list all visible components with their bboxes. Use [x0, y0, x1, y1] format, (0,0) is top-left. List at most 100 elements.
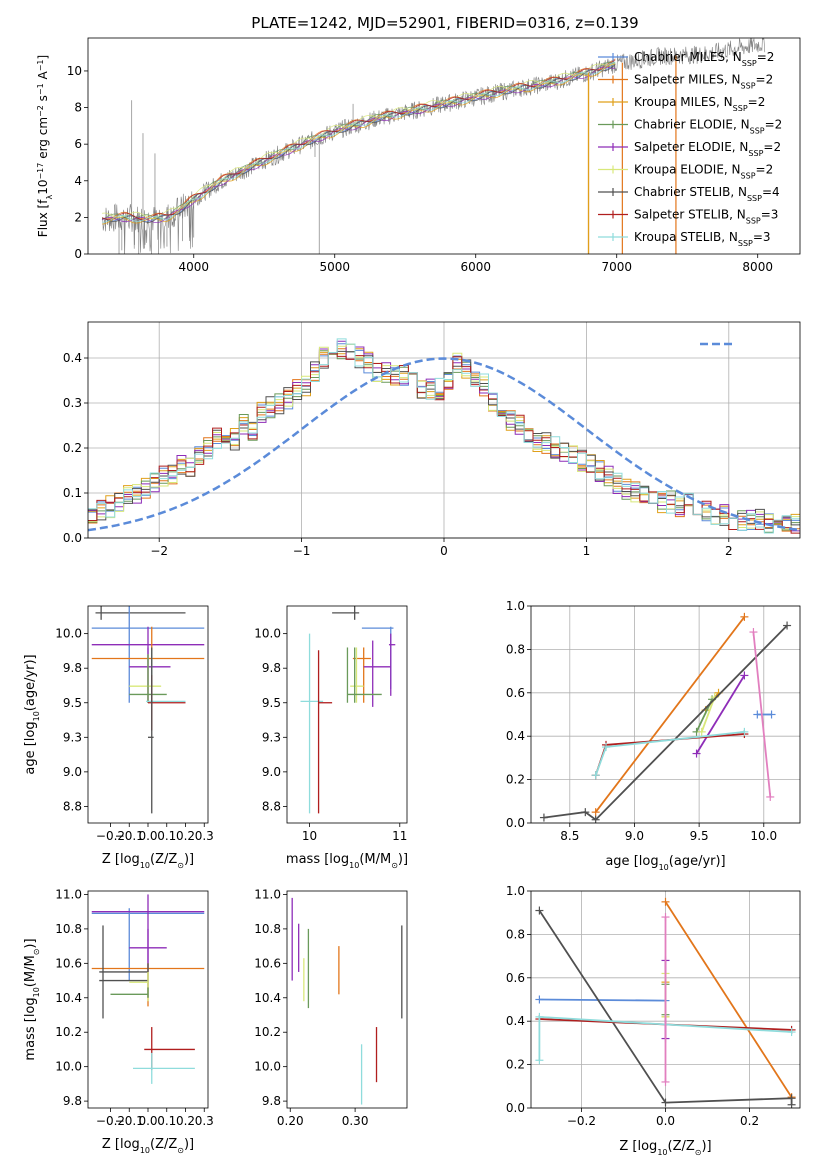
- age-mass-plot-area: [300, 606, 396, 814]
- gaussian-curve: [88, 357, 800, 532]
- mass-ebv-ytick-label: 10.8: [254, 922, 281, 936]
- weight-z-point: [661, 1098, 670, 1107]
- legend-label-part: =2: [756, 163, 774, 177]
- mass-ebv-ytick-label: 10.4: [254, 991, 281, 1005]
- mass-z-ylabel-part: mass [log: [23, 997, 38, 1060]
- legend-label: Chabrier ELODIE, NSSP=2: [634, 118, 782, 136]
- mass-ebv-panel: 0.20 0.30 9.8 10.0 10.2 10.4 10.6 10.8 11.0: [254, 887, 408, 1128]
- age-mass-ytick-label: 9.5: [262, 696, 281, 710]
- age-mass-errorbar: [361, 626, 394, 689]
- weight-z-xtick-label: 0.2: [740, 1114, 759, 1128]
- mass-z-ytick-label: 11.0: [55, 887, 82, 901]
- legend-label: Kroupa STELIB, NSSP=3: [634, 230, 771, 248]
- weight-z-ytick-label: 0.4: [506, 1014, 525, 1028]
- hist-ytick-label: 0.3: [63, 396, 82, 410]
- weight-z-xlabel-part: ⊙: [695, 1148, 702, 1157]
- weight-age-point: [697, 727, 706, 736]
- weight-age-point: [591, 815, 600, 823]
- weight-age-xtick-label: 8.5: [560, 829, 579, 843]
- mass-z-errorbar: [110, 987, 149, 998]
- weight-age-point: [740, 612, 749, 621]
- hist-step-line: [88, 350, 800, 529]
- age-mass-errorbar: [363, 640, 391, 707]
- mass-z-ytick-label: 10.0: [55, 1060, 82, 1074]
- age-mass-xlabel-part: mass [log: [286, 852, 349, 867]
- figure-title: PLATE=1242, MJD=52901, FIBERID=0316, z=0…: [251, 14, 638, 32]
- age-mass-ytick-label: 9.3: [262, 730, 281, 744]
- age-z-ytick-label: 10.0: [55, 627, 82, 641]
- weight-z-series-line: [664, 901, 793, 1098]
- weight-age-xtick-label: 9.0: [625, 829, 644, 843]
- mass-z-ylabel-part: (M/M: [23, 955, 38, 987]
- age-z-errorbar: [95, 606, 186, 620]
- hist-step-line: [88, 338, 800, 534]
- mass-z-xtick-label: 0.1: [157, 1114, 176, 1128]
- weight-age-panel: 8.5 9.0 9.5 10.0 0.0 0.2 0.4 0.6 0.8 1.0 age [log1…: [506, 599, 801, 872]
- age-mass-ytick-label: 8.8: [262, 799, 281, 813]
- weight-age-point: [740, 727, 749, 736]
- weight-age-series-line: [700, 696, 716, 733]
- weight-age-xlabel-part: (age/yr)]: [669, 854, 726, 869]
- age-z-ylabel-part: 10: [32, 711, 41, 721]
- weight-age-xlabel: age [log10(age/yr)]: [605, 854, 725, 872]
- age-mass-xlabel-part: (M/M: [359, 852, 391, 867]
- age-mass-errorbar: [350, 647, 364, 703]
- age-mass-errorbar: [300, 633, 324, 814]
- age-z-xtick-label: 0.2: [176, 829, 195, 843]
- weight-age-series-line: [752, 631, 772, 798]
- mass-z-errorbar: [99, 925, 148, 1019]
- mass-z-ylabel: mass [log10(M/M⊙)]: [23, 938, 41, 1060]
- mass-z-errorbar: [133, 1052, 195, 1084]
- legend-label-part: =2: [757, 50, 775, 64]
- weight-age-series-line: [594, 731, 745, 776]
- age-z-errorbar: [148, 675, 186, 731]
- weight-age-xtick-label: 10.0: [750, 829, 777, 843]
- weight-z-ytick-label: 0.2: [506, 1058, 525, 1072]
- age-z-ylabel: age [log10(age/yr)]: [23, 654, 41, 774]
- age-z-xlabel: Z [log10(Z/Z⊙)]: [102, 852, 194, 870]
- spectrum-model-line: [102, 61, 616, 223]
- weight-z-ytick-label: 1.0: [506, 884, 525, 898]
- spectrum-xtick-label: 5000: [319, 260, 350, 274]
- age-mass-xlabel-part: ⊙: [391, 861, 398, 870]
- hist-plot-area: [88, 338, 800, 534]
- mass-z-xlabel-part: ⊙: [177, 1146, 184, 1155]
- spectrum-xtick-label: 7000: [601, 260, 632, 274]
- age-z-frame: [87, 605, 209, 824]
- mass-z-xlabel-part: 10: [140, 1146, 150, 1155]
- weight-z-xtick-label: 0.0: [656, 1114, 675, 1128]
- weight-age-ytick-label: 0.4: [506, 729, 525, 743]
- age-mass-ytick-label: 9.0: [262, 765, 281, 779]
- legend-label-part: Kroupa ELODIE, N: [634, 163, 741, 177]
- weight-z-point: [661, 897, 670, 906]
- weight-age-ytick-label: 0.0: [506, 816, 525, 830]
- age-z-xlabel-part: (Z/Z: [150, 852, 177, 867]
- spectrum-ylabel-part: λ: [45, 195, 54, 200]
- spectrum-model-line: [101, 66, 616, 224]
- weight-z-point: [661, 913, 670, 922]
- legend-label-part: SSP: [738, 239, 753, 248]
- weight-age-ytick-label: 0.8: [506, 642, 525, 656]
- weight-z-plot-area: [535, 897, 796, 1108]
- spectrum-ylabel-part: A: [36, 70, 50, 83]
- weight-z-ytick-label: 0.8: [506, 927, 525, 941]
- age-mass-ytick-label: 10.0: [254, 627, 281, 641]
- mass-ebv-ytick-label: 10.6: [254, 956, 281, 970]
- spectrum-xtick-label: 4000: [178, 260, 209, 274]
- age-z-xlabel-part: 10: [140, 861, 150, 870]
- weight-z-point: [535, 1056, 544, 1065]
- age-z-ytick-label: 9.3: [63, 730, 82, 744]
- weight-age-ytick-label: 0.6: [506, 686, 525, 700]
- age-z-plot-area: [91, 606, 205, 814]
- age-z-xtick-label: −0.2: [96, 829, 125, 843]
- legend-label-part: Chabrier MILES, N: [634, 50, 742, 64]
- legend-label: Salpeter ELODIE, NSSP=2: [634, 140, 781, 158]
- age-z-panel: −0.2−0.10.0 0.1 0.2 0.3 8.8 9.0 9.3 9.5 9.8 10.0 Z…: [23, 605, 214, 870]
- hist-ytick-label: 0.4: [63, 351, 82, 365]
- age-z-ytick-label: 9.5: [63, 696, 82, 710]
- spectrum-ylabel-part: Flux [f: [36, 199, 50, 237]
- legend-label-part: =3: [761, 208, 779, 222]
- legend-label-part: =2: [763, 140, 781, 154]
- legend-label: Salpeter STELIB, NSSP=3: [634, 208, 778, 226]
